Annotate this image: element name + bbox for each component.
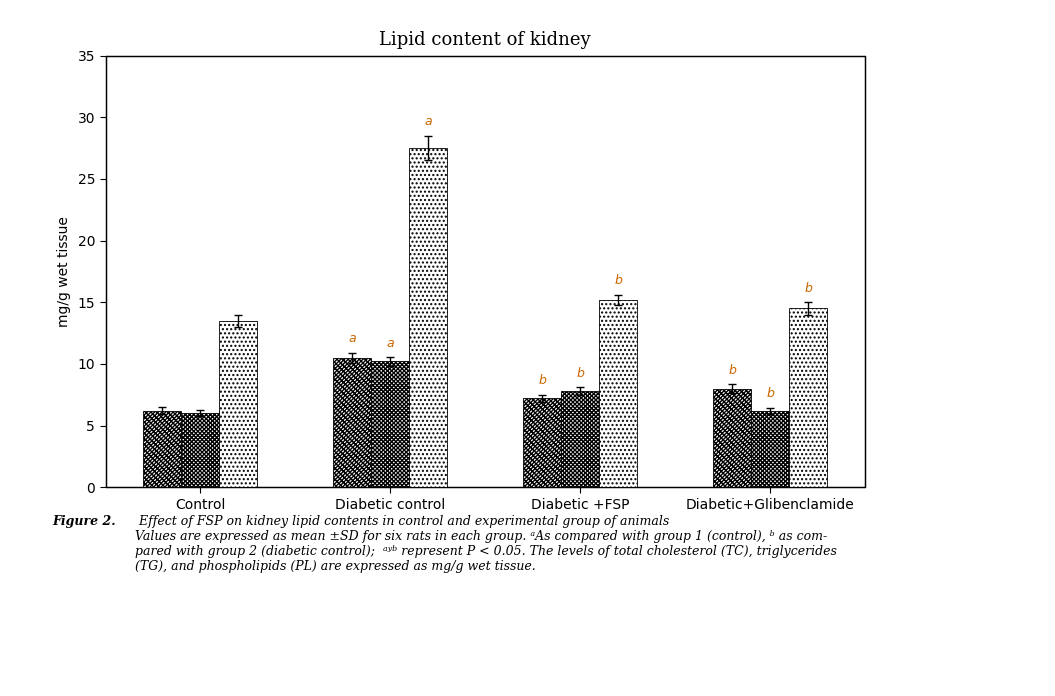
Bar bbox=[219, 321, 257, 487]
Text: Figure 2.: Figure 2. bbox=[53, 515, 116, 528]
Text: b: b bbox=[728, 364, 736, 377]
Bar bbox=[789, 308, 827, 487]
Title: Lipid content of kidney: Lipid content of kidney bbox=[380, 31, 591, 49]
Bar bbox=[751, 411, 789, 487]
Text: b: b bbox=[614, 274, 622, 287]
Text: Effect of FSP on kidney lipid contents in control and experimental group of anim: Effect of FSP on kidney lipid contents i… bbox=[135, 515, 837, 573]
Bar bbox=[599, 300, 637, 487]
Text: b: b bbox=[538, 374, 546, 388]
Bar bbox=[333, 358, 371, 487]
Bar bbox=[371, 361, 409, 487]
Bar bbox=[106, 56, 865, 487]
Text: a: a bbox=[386, 337, 395, 349]
Bar bbox=[181, 413, 219, 487]
Y-axis label: mg/g wet tissue: mg/g wet tissue bbox=[57, 216, 71, 327]
Text: a: a bbox=[424, 116, 433, 129]
Bar bbox=[713, 388, 751, 487]
Text: b: b bbox=[576, 367, 584, 380]
Text: b: b bbox=[804, 282, 812, 295]
Bar bbox=[409, 148, 447, 487]
Bar bbox=[143, 411, 181, 487]
Bar bbox=[561, 391, 599, 487]
Text: a: a bbox=[348, 333, 357, 345]
Bar bbox=[523, 398, 561, 487]
Text: b: b bbox=[766, 387, 774, 400]
